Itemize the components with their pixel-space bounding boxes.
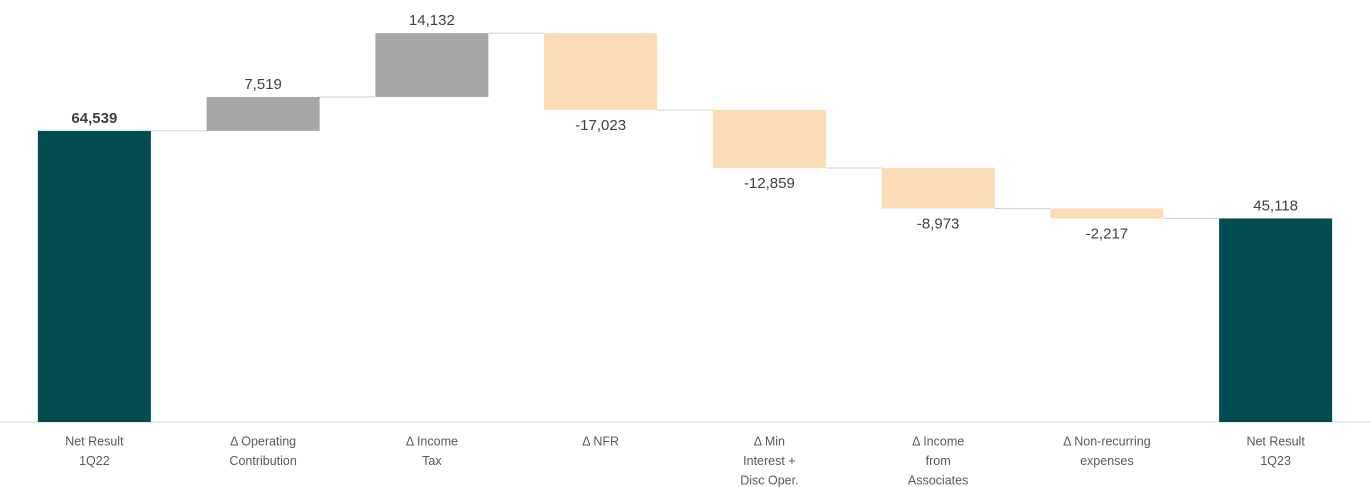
x-tick-label: Δ NFR bbox=[582, 434, 619, 448]
x-tick-label: Net Result bbox=[1246, 434, 1305, 448]
bar bbox=[1219, 218, 1333, 422]
x-tick-label: expenses bbox=[1080, 454, 1134, 468]
value-label: -12,859 bbox=[744, 175, 795, 192]
bar bbox=[881, 167, 995, 209]
x-tick-label: Δ Income bbox=[912, 434, 964, 448]
x-tick-label: Δ Min bbox=[754, 434, 785, 448]
x-tick-label: Net Result bbox=[65, 434, 124, 448]
value-label: 7,519 bbox=[244, 76, 282, 93]
x-tick-label: Δ Non-recurring bbox=[1063, 434, 1151, 448]
x-tick-label: 1Q23 bbox=[1260, 454, 1291, 468]
x-tick-label: Interest + bbox=[743, 454, 795, 468]
bar bbox=[37, 130, 151, 422]
bar bbox=[206, 96, 320, 131]
x-tick-label: Δ Income bbox=[406, 434, 458, 448]
value-label: -8,973 bbox=[917, 215, 960, 232]
bar bbox=[375, 33, 489, 97]
value-label: 45,118 bbox=[1253, 197, 1298, 214]
x-tick-label: Tax bbox=[422, 454, 442, 468]
value-label: -2,217 bbox=[1086, 225, 1129, 242]
x-tick-label: Δ Operating bbox=[230, 434, 296, 448]
value-label: -17,023 bbox=[575, 117, 626, 134]
x-tick-label: Associates bbox=[908, 473, 968, 487]
x-tick-label: from bbox=[926, 454, 951, 468]
bar bbox=[544, 33, 658, 110]
bar bbox=[1050, 208, 1164, 219]
x-tick-label: Disc Oper. bbox=[740, 473, 798, 487]
value-label: 64,539 bbox=[71, 110, 117, 127]
x-tick-label: Contribution bbox=[229, 454, 296, 468]
x-tick-label: 1Q22 bbox=[79, 454, 110, 468]
bar bbox=[712, 109, 826, 168]
value-label: 14,132 bbox=[409, 12, 455, 29]
